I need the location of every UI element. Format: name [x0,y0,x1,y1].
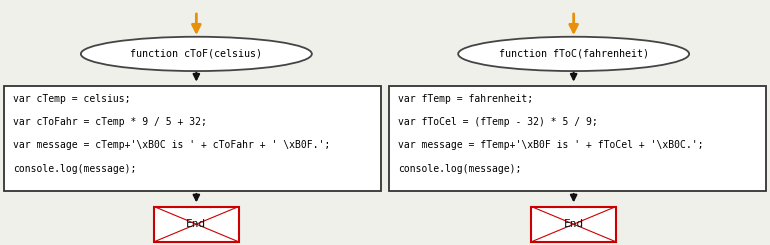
Text: var message = cTemp+'\xB0C is ' + cToFahr + ' \xB0F.';: var message = cTemp+'\xB0C is ' + cToFah… [13,140,330,150]
Ellipse shape [458,37,689,71]
Text: var fToCel = (fTemp - 32) * 5 / 9;: var fToCel = (fTemp - 32) * 5 / 9; [398,117,598,127]
Text: console.log(message);: console.log(message); [13,164,136,174]
Text: var fTemp = fahrenheit;: var fTemp = fahrenheit; [398,94,533,104]
Ellipse shape [81,37,312,71]
Text: End: End [186,219,206,229]
Text: var message = fTemp+'\xB0F is ' + fToCel + '\xB0C.';: var message = fTemp+'\xB0F is ' + fToCel… [398,140,704,150]
Bar [4,86,381,191]
Text: var cTemp = celsius;: var cTemp = celsius; [13,94,131,104]
Text: var cToFahr = cTemp * 9 / 5 + 32;: var cToFahr = cTemp * 9 / 5 + 32; [13,117,207,127]
Bar [531,207,616,242]
Bar [154,207,239,242]
Text: function cToF(celsius): function cToF(celsius) [130,49,263,59]
Text: End: End [564,219,584,229]
Text: console.log(message);: console.log(message); [398,164,521,174]
Text: function fToC(fahrenheit): function fToC(fahrenheit) [499,49,648,59]
Bar [389,86,766,191]
